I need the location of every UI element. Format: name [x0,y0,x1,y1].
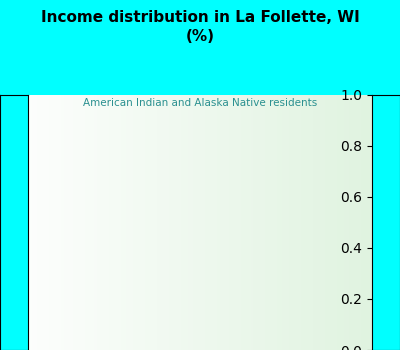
Wedge shape [200,156,252,222]
Wedge shape [129,222,200,244]
Wedge shape [200,201,271,227]
Text: $100k: $100k [175,106,213,116]
Text: $75k: $75k [66,175,96,186]
Text: > $200k: > $200k [39,237,90,247]
Text: $50k: $50k [264,125,294,135]
Wedge shape [200,174,268,222]
Wedge shape [152,160,200,222]
Text: $200k: $200k [97,126,135,136]
Wedge shape [169,222,200,293]
Wedge shape [191,222,230,293]
Text: $150k: $150k [130,324,168,334]
Text: $40k: $40k [85,290,116,301]
Text: ⓘ City-Data.com: ⓘ City-Data.com [285,102,347,111]
Wedge shape [200,222,257,287]
Wedge shape [129,170,200,226]
Wedge shape [166,151,226,222]
Text: $30k: $30k [202,328,232,338]
Wedge shape [200,222,271,264]
Text: $125k: $125k [270,304,309,314]
Text: $10k: $10k [311,204,341,214]
Wedge shape [132,222,200,286]
Text: American Indian and Alaska Native residents: American Indian and Alaska Native reside… [83,98,317,108]
Text: $20k: $20k [305,256,335,266]
Text: $60k: $60k [296,161,327,171]
Text: Income distribution in La Follette, WI
(%): Income distribution in La Follette, WI (… [41,10,359,44]
